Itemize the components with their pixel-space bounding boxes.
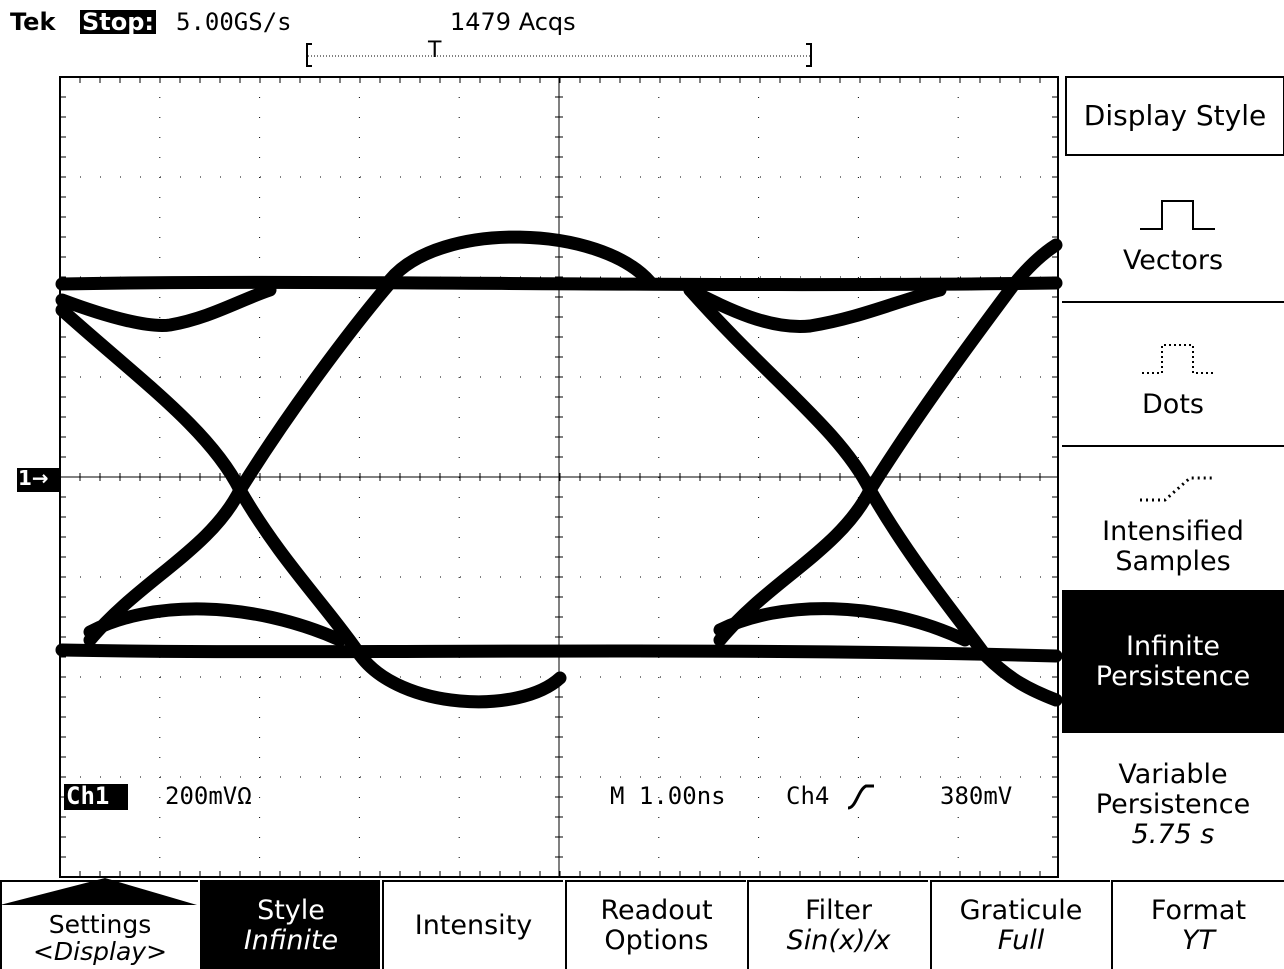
trace-falling	[690, 290, 985, 655]
side-button[interactable]: Dots	[1062, 380, 1284, 430]
trigger-marker: T	[428, 40, 441, 62]
dots-icon	[1142, 345, 1213, 373]
run-state: Stop:	[80, 10, 156, 34]
button-value: Sin(x)/x	[787, 926, 891, 956]
vectors-icon	[1140, 201, 1215, 229]
channel-readout: Ch1	[66, 784, 109, 808]
oscilloscope-screen: Tek Stop: 5.00GS/s 1479 Acqs T 1→ Ch1 20…	[0, 0, 1284, 969]
button-label: Intensity	[415, 911, 533, 941]
trigger-level: 380mV	[940, 784, 1012, 808]
trace-low	[62, 650, 1056, 656]
button-label: Vectors	[1123, 246, 1223, 276]
button-label: Filter	[805, 896, 872, 926]
trace-low-bump	[720, 609, 965, 640]
button-label: Style	[257, 896, 325, 926]
trace-low-bump	[90, 609, 340, 640]
button-label: Graticule	[960, 896, 1083, 926]
channel-marker: 1→	[18, 468, 49, 488]
button-label: Intensified	[1102, 517, 1244, 547]
trigger-source: Ch4	[786, 784, 829, 808]
vertical-scale: 200mVΩ	[165, 784, 252, 808]
timebase: M 1.00ns	[610, 784, 726, 808]
button-value: Infinite	[244, 926, 338, 956]
trace-high-dip	[62, 290, 270, 326]
trace-rising	[90, 283, 390, 640]
acquisitions: 1479 Acqs	[450, 10, 576, 34]
button-label: Readout	[600, 896, 712, 926]
intensified-icon	[1140, 478, 1215, 500]
side-button[interactable]: Vectors	[1062, 236, 1284, 286]
button-value: <Display>	[33, 938, 167, 965]
menu-title: Display Style	[1066, 77, 1284, 155]
bottom-button[interactable]: Settings<Display>	[0, 880, 198, 969]
button-label: Persistence	[1096, 662, 1250, 692]
button-value: 5.75 s	[1132, 820, 1215, 850]
trigger-slope-icon	[848, 786, 874, 808]
button-label: Persistence	[1096, 790, 1250, 820]
button-label: Settings	[49, 911, 152, 938]
bottom-button[interactable]: Intensity	[382, 880, 563, 969]
record-brackets	[307, 44, 811, 66]
trace-undershoot	[360, 655, 560, 702]
graticule	[60, 77, 1058, 877]
button-label: Format	[1151, 896, 1246, 926]
button-label: Dots	[1142, 390, 1204, 420]
button-label: Samples	[1115, 547, 1230, 577]
trace-high	[62, 282, 1056, 284]
sample-rate: 5.00GS/s	[176, 10, 292, 34]
button-label: Options	[604, 926, 708, 956]
button-value: YT	[1182, 926, 1215, 956]
trace-overshoot	[390, 237, 650, 282]
button-label: Variable	[1118, 760, 1227, 790]
button-value: Full	[998, 926, 1045, 956]
brand: Tek	[10, 10, 55, 34]
button-label: Infinite	[1126, 632, 1220, 662]
